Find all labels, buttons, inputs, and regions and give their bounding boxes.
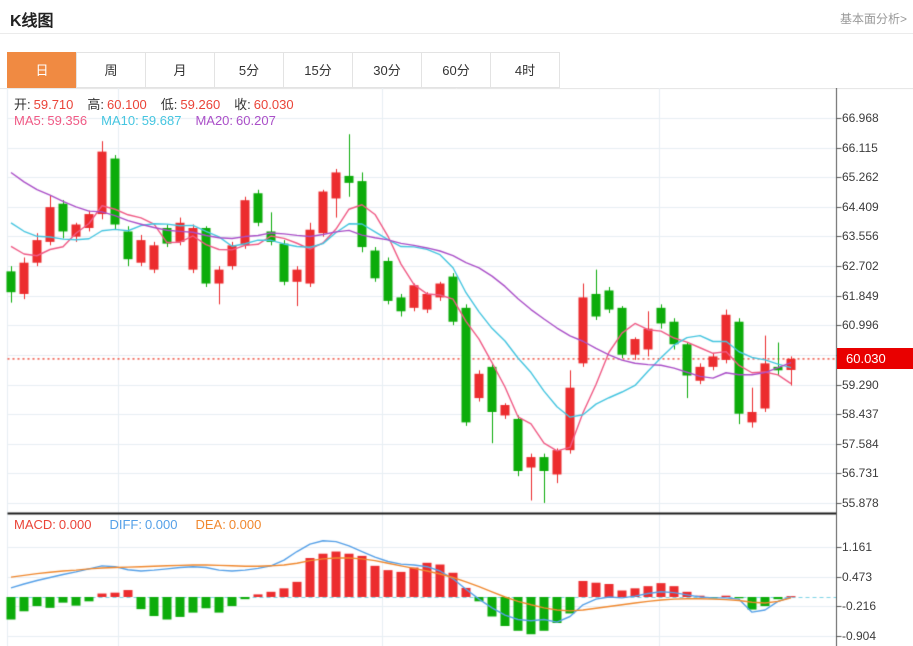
macd-axis-label: -0.216 [842,599,877,613]
readout-item: MA20: 60.207 [195,113,276,128]
readout-item: 开: 59.710 [14,97,74,112]
price-axis-label: 63.556 [842,229,879,243]
readout-item: 低: 59.260 [160,97,221,112]
price-axis-label: 55.878 [842,496,879,510]
current-price-badge: 60.030 [837,348,913,369]
period-tabs: 日周月 5分 15分 30分 60分 4时 [7,52,560,88]
price-axis-label: 66.968 [842,111,879,125]
readout-item: MA5: 59.356 [14,113,88,128]
price-axis-label: 60.996 [842,318,879,332]
header-divider [0,33,913,34]
price-axis-label: 65.262 [842,170,879,184]
tab-月[interactable]: 月 [145,52,215,88]
price-axis-label: 58.437 [842,407,879,421]
macd-axis-label: 0.473 [842,570,873,584]
tab-日[interactable]: 日 [7,52,77,88]
page-title: K线图 [10,13,54,30]
readout-item: DEA: 0.000 [195,517,262,532]
fundamental-analysis-link[interactable]: 基本面分析> [839,12,907,26]
ohlc-readout: 开: 59.710 高: 60.100 低: 59.260 收: 60.030 [14,94,294,113]
price-axis-label: 56.731 [842,466,879,480]
kline-canvas[interactable] [0,88,913,646]
tab-5分[interactable]: 5分 [214,52,284,88]
readout-item: 高: 60.100 [87,97,147,112]
ma-readout: MA5: 59.356 MA10: 59.687 MA20: 60.207 [14,113,276,128]
macd-axis-label: 1.161 [842,540,873,554]
readout-item: DIFF: 0.000 [109,517,178,532]
price-axis-label: 61.849 [842,289,879,303]
price-axis-label: 62.702 [842,259,879,273]
tab-30分[interactable]: 30分 [352,52,422,88]
readout-item: MACD: 0.000 [14,517,92,532]
macd-axis-label: -0.904 [842,629,877,643]
macd-readout: MACD: 0.000 DIFF: 0.000 DEA: 0.000 [14,517,261,532]
price-axis-label: 59.290 [842,378,879,392]
tab-周[interactable]: 周 [76,52,146,88]
readout-item: MA10: 59.687 [101,113,182,128]
readout-item: 收: 60.030 [234,97,294,112]
tab-4时[interactable]: 4时 [490,52,560,88]
price-axis-label: 64.409 [842,200,879,214]
tab-15分[interactable]: 15分 [283,52,353,88]
tab-60分[interactable]: 60分 [421,52,491,88]
price-axis-label: 57.584 [842,437,879,451]
price-axis-label: 66.115 [842,141,878,155]
